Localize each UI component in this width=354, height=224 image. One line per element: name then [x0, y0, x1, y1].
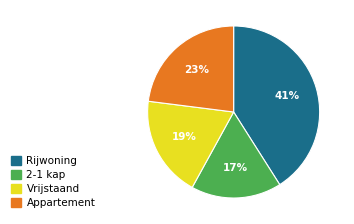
- Text: 17%: 17%: [223, 163, 248, 173]
- Legend: Rijwoning, 2-1 kap, Vrijstaand, Appartement: Rijwoning, 2-1 kap, Vrijstaand, Appartem…: [9, 154, 97, 210]
- Text: 19%: 19%: [171, 132, 196, 142]
- Text: 23%: 23%: [184, 65, 209, 75]
- Wedge shape: [192, 112, 280, 198]
- Text: 41%: 41%: [275, 91, 300, 101]
- Wedge shape: [148, 26, 234, 112]
- Wedge shape: [148, 101, 234, 187]
- Wedge shape: [234, 26, 320, 185]
